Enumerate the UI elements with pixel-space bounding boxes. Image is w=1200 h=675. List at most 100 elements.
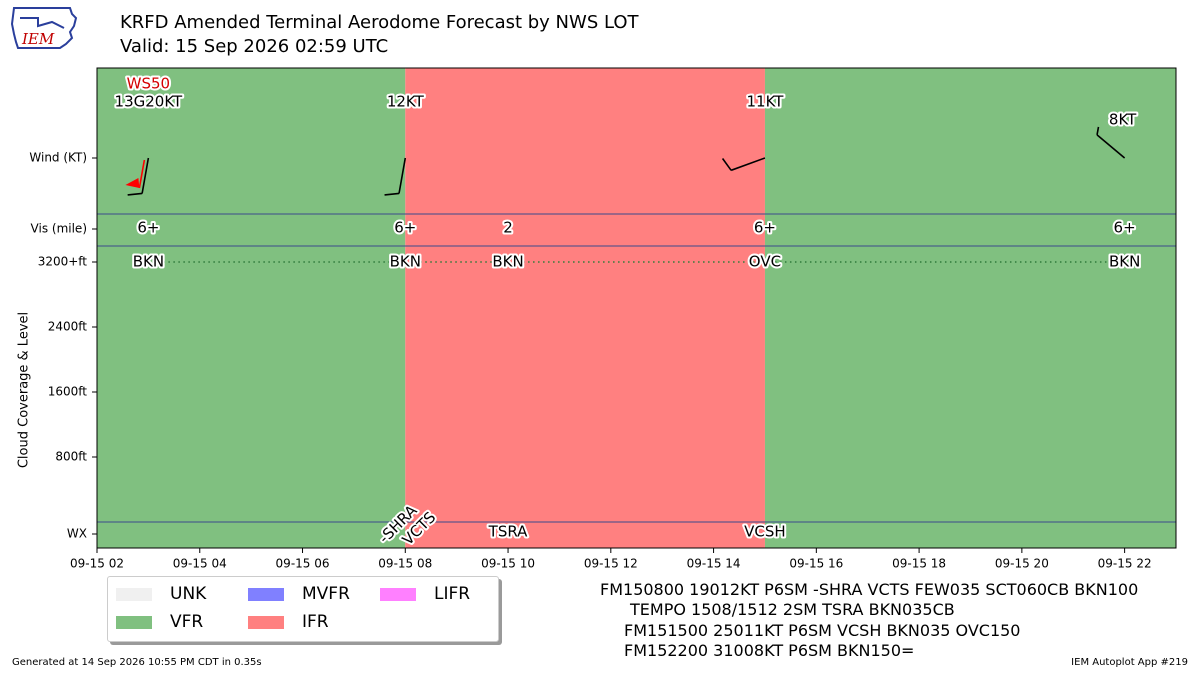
legend-swatch bbox=[380, 587, 416, 601]
y-tick-label: 800ft bbox=[55, 450, 87, 464]
footer-app: IEM Autoplot App #219 bbox=[1071, 657, 1188, 668]
taf-line: FM151500 25011KT P6SM VCSH BKN035 OVC150 bbox=[624, 621, 1021, 640]
visibility-label-halo: 6+ bbox=[754, 219, 776, 237]
x-tick-label: 09-15 16 bbox=[789, 557, 843, 571]
cloud-label-halo: OVC bbox=[749, 253, 781, 271]
x-tick-label: 09-15 22 bbox=[1098, 557, 1152, 571]
wind-shear-label: WS50 bbox=[127, 75, 170, 93]
wind-barb-half-feather bbox=[1096, 126, 1100, 136]
wind-label: 13G20KT bbox=[115, 93, 183, 111]
visibility-label: 6+ bbox=[1114, 219, 1136, 237]
y-tick-label: 2400ft bbox=[48, 320, 88, 334]
category-band-vfr bbox=[97, 68, 406, 548]
wind-barb bbox=[384, 157, 407, 196]
visibility-label: 2 bbox=[503, 219, 513, 237]
wind-barb-feather bbox=[721, 158, 732, 171]
wind-gust-flag bbox=[125, 178, 140, 188]
chart-valid-time: Valid: 15 Sep 2026 02:59 UTC bbox=[120, 36, 389, 57]
visibility-label: 6+ bbox=[394, 219, 416, 237]
wind-label-halo: 13G20KT bbox=[115, 93, 183, 111]
weather-label: VCSH bbox=[744, 523, 786, 541]
legend-swatch bbox=[248, 615, 284, 629]
x-tick-label: 09-15 08 bbox=[378, 557, 432, 571]
y-tick-label: WX bbox=[67, 527, 87, 541]
y-tick-label: 3200+ft bbox=[38, 255, 88, 269]
cloud-label: BKN bbox=[1109, 253, 1140, 271]
taf-line: FM152200 31008KT P6SM BKN150= bbox=[624, 641, 915, 660]
wind-barb bbox=[1096, 126, 1126, 159]
cloud-label: BKN bbox=[133, 253, 164, 271]
wind-barb-feather bbox=[384, 192, 400, 196]
y-tick-label: Vis (mile) bbox=[31, 222, 87, 236]
x-tick-label: 09-15 18 bbox=[892, 557, 946, 571]
legend-label: VFR bbox=[170, 612, 204, 632]
chart-title: KRFD Amended Terminal Aerodome Forecast … bbox=[120, 12, 639, 33]
category-bands bbox=[97, 68, 1176, 548]
cloud-label-halo: BKN bbox=[133, 253, 164, 271]
footer-generated: Generated at 14 Sep 2026 10:55 PM CDT in… bbox=[12, 657, 262, 668]
category-band-ifr bbox=[405, 68, 765, 548]
legend-item-mvfr: MVFR bbox=[248, 583, 350, 605]
legend-label: IFR bbox=[302, 612, 329, 632]
x-tick-label: 09-15 02 bbox=[70, 557, 124, 571]
taf-line: TEMPO 1508/1512 2SM TSRA BKN035CB bbox=[630, 600, 955, 619]
y-tick-label: 1600ft bbox=[48, 385, 88, 399]
iem-logo: IEM bbox=[10, 7, 78, 49]
wind-label-halo: 8KT bbox=[1109, 111, 1137, 129]
wind-barb-feather bbox=[127, 192, 143, 196]
wind-barb bbox=[125, 157, 150, 196]
legend: UNK MVFR LIFR VFR IFR bbox=[107, 576, 499, 642]
visibility-label: 6+ bbox=[137, 219, 159, 237]
wind-barbs bbox=[125, 126, 1126, 196]
cloud-label-halo: BKN bbox=[1109, 253, 1140, 271]
cloud-label: BKN bbox=[492, 253, 523, 271]
x-tick-label: 09-15 10 bbox=[481, 557, 535, 571]
legend-swatch bbox=[248, 587, 284, 601]
y-axis-label: Cloud Coverage & Level bbox=[17, 312, 32, 468]
legend-item-unk: UNK bbox=[116, 583, 206, 605]
plot-frame bbox=[96, 67, 1177, 549]
cloud-label: BKN bbox=[390, 253, 421, 271]
taf-line: FM150800 19012KT P6SM -SHRA VCTS FEW035 … bbox=[600, 580, 1139, 599]
cloud-label-halo: BKN bbox=[390, 253, 421, 271]
visibility-label-halo: 6+ bbox=[394, 219, 416, 237]
y-tick-label: Wind (KT) bbox=[29, 151, 87, 165]
wind-barb-staff bbox=[398, 157, 407, 194]
wind-label: 8KT bbox=[1109, 111, 1137, 129]
wind-barb bbox=[721, 157, 766, 172]
section-dividers bbox=[97, 213, 1176, 523]
logo-text: IEM bbox=[21, 30, 55, 48]
visibility-label-halo: 2 bbox=[503, 219, 513, 237]
x-tick-label: 09-15 20 bbox=[995, 557, 1049, 571]
x-tick-label: 09-15 04 bbox=[173, 557, 227, 571]
weather-label: TSRA bbox=[488, 523, 528, 541]
wind-label-halo: 11KT bbox=[746, 93, 784, 111]
wind-label: 12KT bbox=[387, 93, 425, 111]
x-tick-label: 09-15 06 bbox=[276, 557, 330, 571]
legend-item-ifr: IFR bbox=[248, 611, 329, 633]
wind-label: 11KT bbox=[746, 93, 784, 111]
wind-gust-staff bbox=[138, 159, 146, 189]
legend-label: MVFR bbox=[302, 584, 350, 604]
wind-barb-staff bbox=[1096, 134, 1126, 159]
legend-item-vfr: VFR bbox=[116, 611, 203, 633]
wind-label-halo: 12KT bbox=[387, 93, 425, 111]
weather-label-halo: VCSH bbox=[744, 523, 786, 541]
legend-item-lifr: LIFR bbox=[380, 583, 470, 605]
wind-shear-label-halo: WS50 bbox=[127, 75, 170, 93]
wind-barb-staff bbox=[730, 157, 766, 172]
x-tick-label: 09-15 14 bbox=[687, 557, 741, 571]
cloud-label: OVC bbox=[749, 253, 781, 271]
legend-swatch bbox=[116, 615, 152, 629]
x-tick-label: 09-15 12 bbox=[584, 557, 638, 571]
legend-label: LIFR bbox=[434, 584, 471, 604]
visibility-label-halo: 6+ bbox=[137, 219, 159, 237]
visibility-label-halo: 6+ bbox=[1114, 219, 1136, 237]
cloud-label-halo: BKN bbox=[492, 253, 523, 271]
y-axis: WX 800ft 1600ft 2400ft 3200+ft Vis (mile) Wind… bbox=[17, 151, 97, 541]
wind-barb-staff bbox=[141, 157, 150, 194]
visibility-label: 6+ bbox=[754, 219, 776, 237]
weather-label-halo: TSRA bbox=[488, 523, 528, 541]
category-band-vfr bbox=[764, 68, 1176, 548]
